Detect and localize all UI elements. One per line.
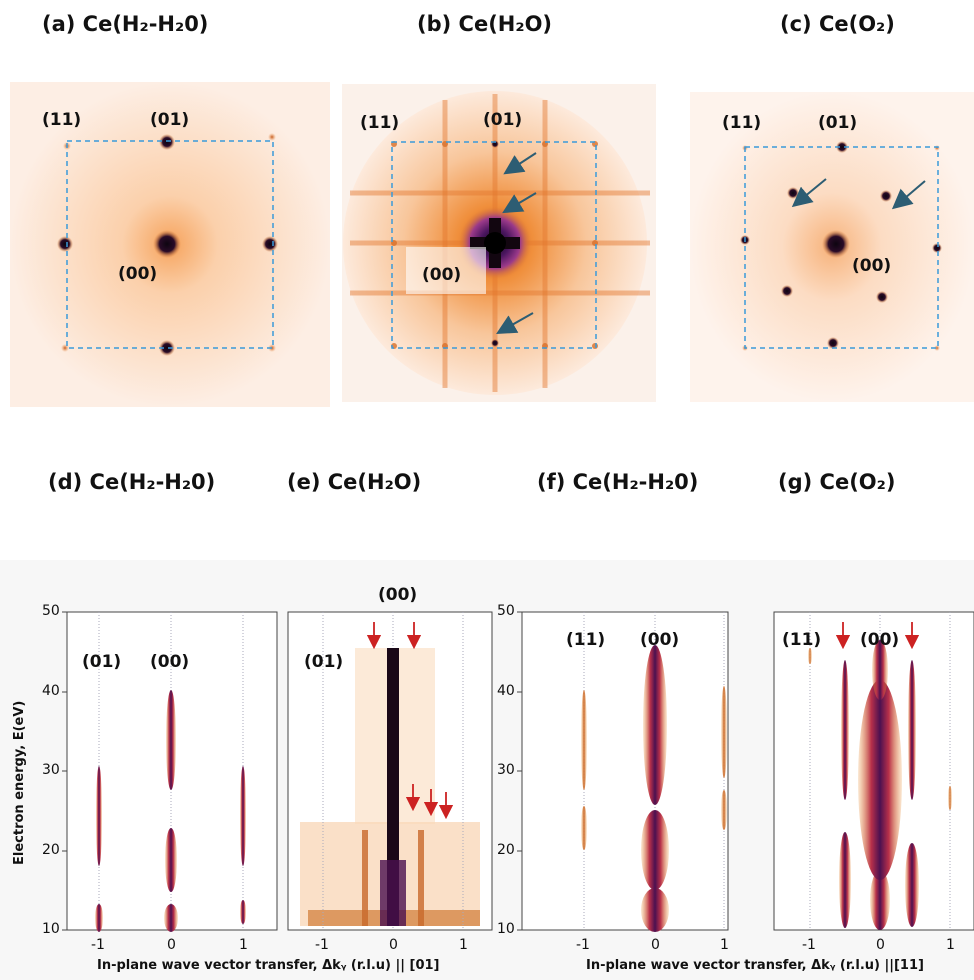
xtick-g-neg1: -1: [802, 937, 816, 953]
panel-d-title: (d) Ce(H₂-H₂0): [48, 470, 216, 494]
unit-cell-a: [66, 140, 274, 349]
pattern-b-label-00: (00): [422, 265, 462, 285]
pattern-c: [690, 92, 974, 402]
xtick-f-0: 0: [651, 937, 660, 953]
plot-e: [287, 611, 493, 931]
pattern-c-label-01: (01): [818, 113, 858, 133]
plot-g-label-11: (11): [782, 630, 822, 650]
ytick-30-right: 30: [497, 762, 515, 778]
plot-d-label-00: (00): [150, 652, 190, 672]
xtick-e-neg1: -1: [315, 937, 329, 953]
plot-g-streaks: [808, 640, 952, 930]
xtick-e-0: 0: [389, 937, 398, 953]
plot-g-label-00: (00): [860, 630, 900, 650]
pattern-b: [342, 84, 656, 402]
pattern-a-label-00: (00): [118, 264, 158, 284]
ytick-20-right: 20: [497, 842, 515, 858]
panel-c-title: (c) Ce(O₂): [780, 12, 895, 36]
xtick-e-1: 1: [459, 937, 468, 953]
pattern-a-label-01: (01): [150, 110, 190, 130]
xtick-f-1: 1: [720, 937, 729, 953]
pattern-c-label-11: (11): [722, 113, 762, 133]
pattern-a-spots: [57, 133, 278, 356]
panel-a-title: (a) Ce(H₂-H₂0): [42, 12, 209, 36]
panel-e-title: (e) Ce(H₂O): [287, 470, 422, 494]
plot-f: [521, 611, 729, 932]
panel-f-title: (f) Ce(H₂-H₂0): [537, 470, 699, 494]
xtick-d-neg1: -1: [91, 937, 105, 953]
plot-e-label-01: (01): [304, 652, 344, 672]
plot-e-red-arrows: [366, 622, 454, 820]
panel-b-title: (b) Ce(H₂O): [417, 12, 553, 36]
plot-d: [66, 611, 278, 932]
plot-f-label-00: (00): [640, 630, 680, 650]
plot-d-label-01: (01): [82, 652, 122, 672]
leed-patterns: [10, 82, 974, 407]
pattern-c-label-00: (00): [852, 256, 892, 276]
plot-f-streaks: [581, 645, 727, 932]
pattern-a-label-11: (11): [42, 110, 82, 130]
unit-cell-b: [391, 141, 597, 349]
x-axis-label-right: In-plane wave vector transfer, Δkᵧ (r.l.…: [586, 958, 924, 973]
plot-g-red-arrows: [835, 622, 920, 650]
ytick-10-right: 10: [497, 921, 515, 937]
x-axis-label-left: In-plane wave vector transfer, Δkᵧ (r.l.…: [97, 958, 440, 973]
xtick-d-0: 0: [167, 937, 176, 953]
pattern-c-arrows: [791, 178, 926, 210]
plot-d-streaks: [95, 690, 246, 932]
ytick-30-left: 30: [42, 762, 60, 778]
plot-g: [773, 611, 974, 931]
xtick-d-1: 1: [239, 937, 248, 953]
ytick-20-left: 20: [42, 842, 60, 858]
ytick-40-right: 40: [497, 683, 515, 699]
xtick-g-0: 0: [876, 937, 885, 953]
iv-plots: [62, 611, 974, 932]
plot-e-label-00: (00): [378, 585, 418, 605]
ytick-50-right: 50: [497, 603, 515, 619]
pattern-b-arrows: [496, 152, 537, 334]
label-backdrop-00: [406, 247, 486, 294]
ytick-40-left: 40: [42, 683, 60, 699]
pattern-b-label-01: (01): [483, 110, 523, 130]
xtick-f-neg1: -1: [576, 937, 590, 953]
pattern-b-label-11: (11): [360, 113, 400, 133]
plot-f-label-11: (11): [566, 630, 606, 650]
xtick-g-1: 1: [946, 937, 955, 953]
panel-g-title: (g) Ce(O₂): [778, 470, 896, 494]
pattern-a: [10, 82, 330, 407]
unit-cell-c: [744, 146, 939, 349]
ytick-50-left: 50: [42, 603, 60, 619]
y-axis-label: Electron energy, E(eV): [12, 700, 27, 865]
ytick-10-left: 10: [42, 921, 60, 937]
